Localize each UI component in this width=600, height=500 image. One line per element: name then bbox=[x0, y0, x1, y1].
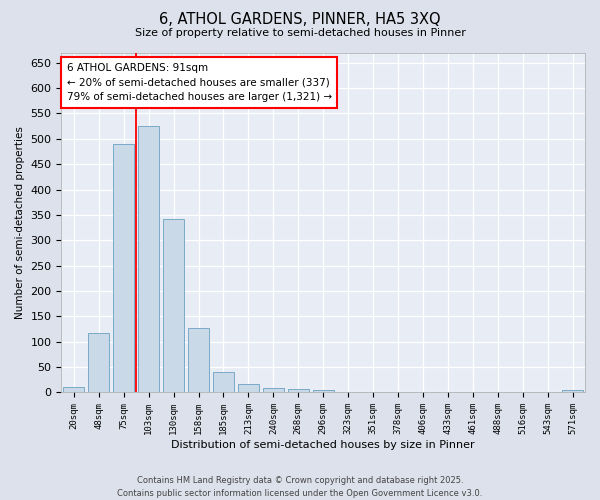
Bar bbox=[238, 384, 259, 392]
Text: Size of property relative to semi-detached houses in Pinner: Size of property relative to semi-detach… bbox=[134, 28, 466, 38]
Bar bbox=[562, 390, 583, 392]
Text: 6 ATHOL GARDENS: 91sqm
← 20% of semi-detached houses are smaller (337)
79% of se: 6 ATHOL GARDENS: 91sqm ← 20% of semi-det… bbox=[67, 62, 332, 102]
Bar bbox=[313, 390, 334, 392]
X-axis label: Distribution of semi-detached houses by size in Pinner: Distribution of semi-detached houses by … bbox=[172, 440, 475, 450]
Bar bbox=[287, 389, 309, 392]
Bar bbox=[213, 372, 234, 392]
Bar bbox=[163, 219, 184, 392]
Text: 6, ATHOL GARDENS, PINNER, HA5 3XQ: 6, ATHOL GARDENS, PINNER, HA5 3XQ bbox=[159, 12, 441, 28]
Text: Contains HM Land Registry data © Crown copyright and database right 2025.
Contai: Contains HM Land Registry data © Crown c… bbox=[118, 476, 482, 498]
Bar bbox=[188, 328, 209, 392]
Bar bbox=[138, 126, 159, 392]
Bar bbox=[113, 144, 134, 392]
Bar bbox=[88, 332, 109, 392]
Y-axis label: Number of semi-detached properties: Number of semi-detached properties bbox=[15, 126, 25, 319]
Bar bbox=[263, 388, 284, 392]
Bar bbox=[63, 388, 85, 392]
